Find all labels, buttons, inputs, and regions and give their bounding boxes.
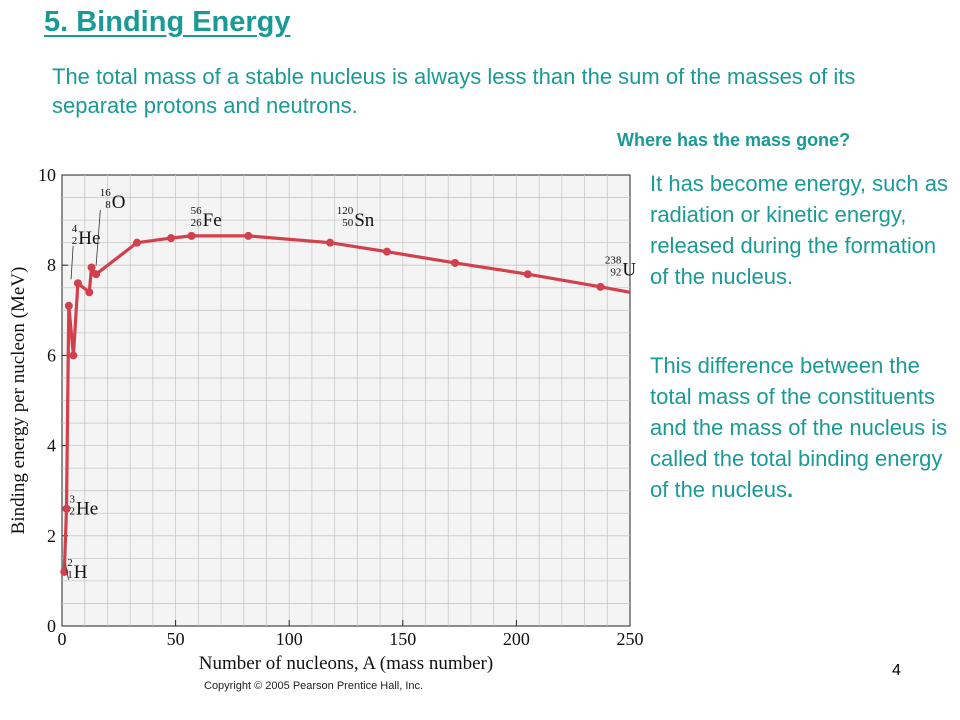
leader-line bbox=[65, 563, 69, 580]
mass-number: 238 bbox=[605, 255, 622, 267]
data-point bbox=[326, 238, 335, 247]
atomic-number: 2 bbox=[72, 235, 78, 247]
element-symbol: U bbox=[622, 260, 636, 281]
explanation-text: This difference between the total mass o… bbox=[650, 353, 948, 502]
data-point bbox=[85, 288, 94, 297]
x-tick-label: 50 bbox=[167, 629, 185, 649]
series-line bbox=[62, 234, 631, 572]
annotation-he-3: 32 He bbox=[70, 494, 99, 520]
mass-number: 3 bbox=[70, 494, 76, 506]
y-tick-label: 8 bbox=[47, 255, 56, 275]
x-tick-label: 0 bbox=[58, 629, 67, 649]
element-symbol: Fe bbox=[203, 210, 222, 231]
y-tick-label: 0 bbox=[47, 616, 56, 636]
question-text: Where has the mass gone? bbox=[617, 130, 851, 150]
atomic-number: 26 bbox=[191, 217, 203, 229]
y-tick-label: 2 bbox=[47, 526, 56, 546]
mass-number: 2 bbox=[67, 557, 73, 569]
annotation-o-16: 168 O bbox=[100, 187, 126, 213]
element-symbol: O bbox=[112, 192, 126, 213]
y-axis-label: Binding energy per nucleon (MeV) bbox=[8, 267, 29, 535]
x-tick-label: 150 bbox=[389, 629, 416, 649]
annotation-he-4: 42 He bbox=[72, 223, 101, 249]
x-axis-label: Number of nucleons, A (mass number) bbox=[199, 653, 493, 674]
element-symbol: Sn bbox=[354, 210, 375, 231]
leader-line bbox=[70, 246, 74, 280]
x-tick-label: 200 bbox=[503, 629, 530, 649]
atomic-number: 2 bbox=[70, 506, 76, 518]
data-point bbox=[244, 231, 253, 240]
explanation-paragraph: This difference between the total mass o… bbox=[650, 350, 950, 505]
data-point bbox=[92, 270, 101, 279]
element-symbol: He bbox=[76, 499, 98, 520]
atomic-number: 92 bbox=[610, 267, 621, 279]
data-point bbox=[382, 247, 391, 256]
mass-number: 56 bbox=[191, 205, 203, 217]
page-number: 4 bbox=[892, 662, 901, 679]
slide-title: 5. Binding Energy bbox=[44, 6, 291, 38]
grid-lines bbox=[62, 175, 630, 626]
answer-text: It has become energy, such as radiation … bbox=[650, 171, 948, 289]
data-point bbox=[64, 301, 73, 310]
data-point bbox=[596, 282, 605, 291]
mass-number: 120 bbox=[337, 205, 354, 217]
explanation-period: . bbox=[786, 477, 794, 502]
data-point bbox=[69, 351, 78, 360]
intro-text: The total mass of a stable nucleus is al… bbox=[52, 64, 856, 118]
mass-number: 16 bbox=[100, 187, 112, 199]
y-tick-label: 4 bbox=[47, 436, 56, 456]
element-symbol: H bbox=[74, 562, 88, 583]
data-series bbox=[60, 231, 631, 576]
atomic-number: 50 bbox=[342, 217, 354, 229]
annotation-h-2: 21 H bbox=[67, 557, 88, 583]
leader-line bbox=[95, 210, 101, 266]
data-point bbox=[523, 270, 532, 279]
data-point bbox=[132, 238, 141, 247]
x-tick-label: 250 bbox=[617, 629, 644, 649]
data-point bbox=[187, 231, 196, 240]
copyright-text: Copyright © 2005 Pearson Prentice Hall, … bbox=[204, 680, 424, 692]
element-symbol: He bbox=[78, 228, 100, 249]
y-tick-label: 6 bbox=[47, 345, 56, 365]
data-point bbox=[451, 258, 460, 267]
x-tick-label: 100 bbox=[276, 629, 303, 649]
atomic-number: 1 bbox=[67, 569, 73, 581]
mass-number: 4 bbox=[72, 223, 78, 235]
y-tick-label: 10 bbox=[38, 165, 56, 185]
data-point bbox=[73, 279, 82, 288]
data-point bbox=[167, 234, 176, 243]
data-point bbox=[87, 263, 96, 272]
data-point bbox=[62, 504, 71, 513]
atomic-number: 8 bbox=[105, 199, 111, 211]
